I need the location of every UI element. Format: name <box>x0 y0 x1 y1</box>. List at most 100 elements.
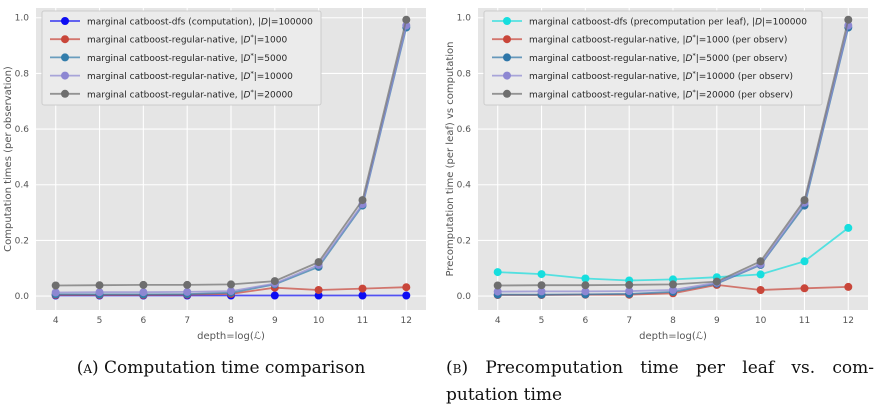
svg-text:8: 8 <box>670 316 676 326</box>
data-point <box>669 280 677 289</box>
svg-text:10: 10 <box>755 316 767 326</box>
svg-text:5: 5 <box>97 316 103 326</box>
data-point <box>712 277 721 286</box>
y-tick-labels: 0.0 0.2 0.4 0.6 0.8 1.0 <box>457 14 472 302</box>
svg-text:0.4: 0.4 <box>457 181 472 191</box>
series-4 <box>493 15 853 290</box>
caption-a: (a) Computation time comparison <box>0 355 442 409</box>
svg-text:6: 6 <box>140 316 146 326</box>
data-point <box>844 15 853 24</box>
data-point <box>844 282 853 291</box>
svg-text:4: 4 <box>495 316 501 326</box>
legend-label: marginal catboost-regular-native, |D*|=1… <box>529 33 787 46</box>
data-point <box>581 281 590 290</box>
data-point <box>227 280 235 289</box>
svg-text:5: 5 <box>539 316 545 326</box>
legend-marker <box>503 35 511 44</box>
data-point <box>270 291 279 300</box>
legend-label: marginal catboost-regular-native, |D*|=1… <box>87 70 293 83</box>
data-point <box>358 196 367 205</box>
data-point <box>537 270 546 279</box>
svg-text:1.0: 1.0 <box>457 14 472 24</box>
data-point <box>358 284 367 293</box>
data-point <box>493 268 502 277</box>
data-point <box>402 291 411 300</box>
svg-text:12: 12 <box>401 316 412 326</box>
svg-text:0.0: 0.0 <box>15 292 30 302</box>
data-point <box>800 196 809 205</box>
svg-text:12: 12 <box>843 316 854 326</box>
data-point <box>95 288 104 297</box>
x-axis-label: depth=log(ℒ) <box>639 331 707 342</box>
data-point <box>183 280 192 289</box>
caption-a-label: (a) <box>76 358 99 378</box>
svg-text:1.0: 1.0 <box>15 14 30 24</box>
legend-marker <box>503 71 511 80</box>
svg-text:0.2: 0.2 <box>457 236 471 246</box>
data-point <box>493 281 502 290</box>
legend-label: marginal catboost-dfs (precomputation pe… <box>529 18 807 28</box>
data-point <box>800 284 809 293</box>
y-axis-label: Precomputation time (per leaf) vs comput… <box>445 42 456 277</box>
legend-label: marginal catboost-dfs (computation), |D|… <box>87 18 313 28</box>
legend-marker <box>503 89 511 98</box>
x-tick-labels: 4 5 6 7 8 9 10 11 12 <box>53 316 412 326</box>
y-axis-label: Computation times (per observation) <box>3 66 14 252</box>
legend: marginal catboost-dfs (computation), |D|… <box>41 10 322 106</box>
svg-text:11: 11 <box>357 316 368 326</box>
data-point <box>402 283 411 292</box>
data-point <box>493 287 502 296</box>
data-point <box>581 274 590 283</box>
computation-time-chart: 4 5 6 7 8 9 10 11 12 0.0 0.2 0.4 0.6 0.8 1.0 depth=log(… <box>3 8 426 342</box>
svg-text:6: 6 <box>582 316 588 326</box>
data-point <box>537 281 546 290</box>
svg-text:0.4: 0.4 <box>15 181 30 191</box>
caption-a-text: Computation time comparison <box>98 358 366 378</box>
charts-row: 4 5 6 7 8 9 10 11 12 0.0 0.2 0.4 0.6 0.8 1.0 depth=log(… <box>0 0 884 352</box>
data-point <box>51 281 60 290</box>
data-point <box>625 280 634 289</box>
legend-marker <box>503 53 511 62</box>
data-point <box>314 286 323 294</box>
legend-marker <box>61 89 69 98</box>
data-point <box>95 281 104 290</box>
svg-text:8: 8 <box>228 316 234 326</box>
data-point <box>183 287 192 296</box>
caption-b-line1: (b) Precomputation time per leaf vs. com… <box>446 358 874 378</box>
subfigure-a: 4 5 6 7 8 9 10 11 12 0.0 0.2 0.4 0.6 0.8 1.0 depth=log(… <box>0 0 442 352</box>
data-point <box>669 286 677 294</box>
data-point <box>756 257 765 266</box>
legend-marker <box>61 53 69 62</box>
legend-marker <box>61 71 69 80</box>
data-point <box>800 257 809 266</box>
subfigure-b: 4 5 6 7 8 9 10 11 12 0.0 0.2 0.4 0.6 0.8 1.0 depth=log(… <box>442 0 884 352</box>
legend-marker <box>61 17 69 25</box>
svg-text:7: 7 <box>184 316 190 326</box>
data-point <box>358 291 367 300</box>
legend-label: marginal catboost-regular-native, |D*|=5… <box>529 51 787 64</box>
svg-text:0.2: 0.2 <box>15 236 29 246</box>
svg-text:0.8: 0.8 <box>15 69 30 79</box>
x-axis-label: depth=log(ℒ) <box>197 331 265 342</box>
svg-text:9: 9 <box>714 316 720 326</box>
data-point <box>756 286 765 294</box>
legend-label: marginal catboost-regular-native, |D*|=1… <box>529 70 793 83</box>
svg-text:0.6: 0.6 <box>15 125 30 135</box>
data-point <box>537 287 546 296</box>
data-point <box>51 288 60 297</box>
data-point <box>139 280 148 289</box>
captions-row: (a) Computation time comparison (b) Prec… <box>0 355 884 409</box>
legend-marker <box>61 35 69 44</box>
precomputation-time-chart: 4 5 6 7 8 9 10 11 12 0.0 0.2 0.4 0.6 0.8 1.0 depth=log(… <box>445 8 868 342</box>
svg-text:0.8: 0.8 <box>457 69 472 79</box>
svg-text:0.0: 0.0 <box>457 292 472 302</box>
series-4 <box>51 15 411 290</box>
x-tick-labels: 4 5 6 7 8 9 10 11 12 <box>495 316 854 326</box>
data-point <box>314 258 323 267</box>
legend: marginal catboost-dfs (precomputation pe… <box>483 10 823 106</box>
data-point <box>227 287 235 296</box>
data-point <box>844 223 853 232</box>
legend-label: marginal catboost-regular-native, |D*|=5… <box>87 51 287 64</box>
data-point <box>139 288 148 297</box>
